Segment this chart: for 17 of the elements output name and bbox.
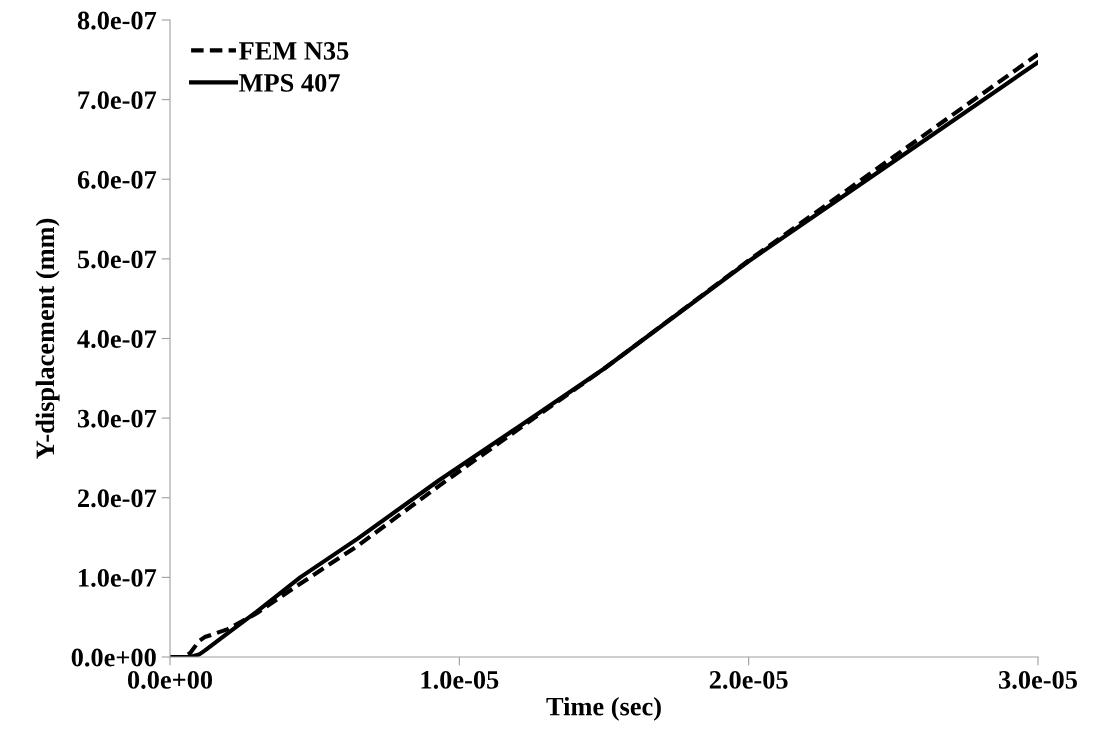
y-tick-label: 5.0e-07: [77, 250, 157, 269]
y-tick-label: 2.0e-07: [78, 489, 157, 508]
y-tick-label: 3.0e-07: [77, 409, 157, 428]
x-axis-title: Time (sec): [546, 696, 661, 721]
y-tick-label: 4.0e-07: [77, 330, 157, 349]
y-axis-title: Y-displacement (mm): [35, 218, 60, 459]
x-tick-label: 1.0e-05: [421, 670, 499, 689]
y-tick-label: 1.0e-07: [79, 568, 157, 587]
y-tick-label: 7.0e-07: [78, 91, 157, 110]
legend-label: FEM N35: [239, 42, 349, 60]
y-tick-label: 6.0e-07: [77, 170, 157, 189]
x-tick-label: 2.0e-05: [709, 670, 788, 689]
legend-label: MPS 407: [239, 74, 340, 92]
x-tick-label: 3.0e-05: [999, 670, 1077, 689]
y-tick-label: 8.0e-07: [77, 11, 157, 30]
x-tick-label: 0.0e+00: [127, 670, 213, 689]
y-tick-label: 0.0e+00: [71, 648, 156, 667]
